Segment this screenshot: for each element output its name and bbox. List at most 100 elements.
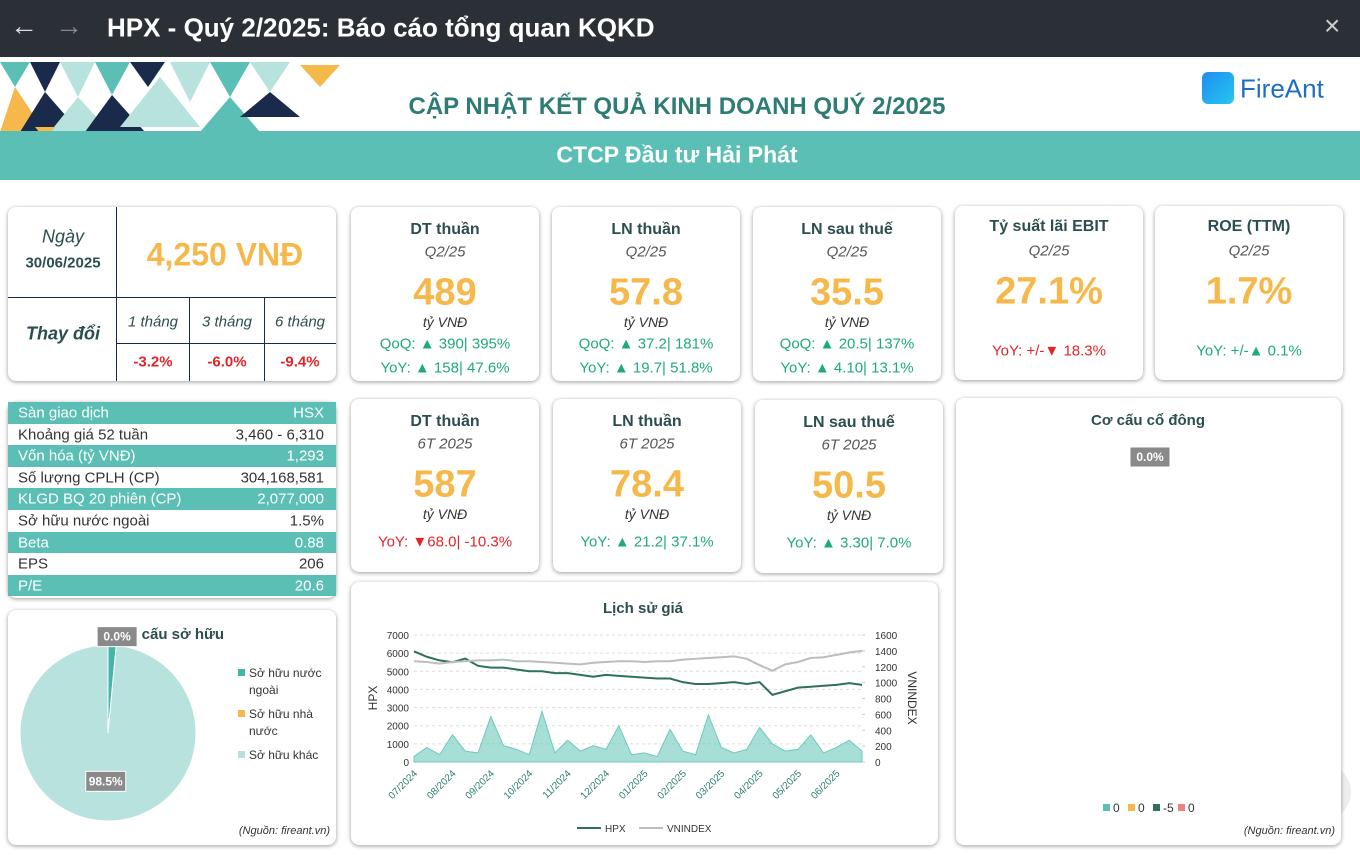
kpi-period: Q2/25 [625,243,667,261]
row-value: 304,168,581 [240,469,324,487]
divider [8,297,336,298]
y2-tick-label: 1400 [875,647,898,658]
legend-swatch [238,751,245,758]
legend-swatch [1103,804,1110,811]
legend-label: 0 [1138,801,1145,815]
kpi-change: YoY: ▼68.0| -10.3% [377,533,513,551]
data-label: 0.0% [103,630,131,644]
x-tick-label: 07/2024 [387,768,421,802]
kpi-value: 35.5 [810,271,884,314]
x-tick-label: 11/2024 [541,768,574,801]
kpi-value: 1.7% [1205,270,1293,313]
kpi-value: 50.5 [812,464,886,507]
period-label: 6 tháng [274,313,326,331]
legend-label: 0 [1113,801,1120,815]
kpi-period: 6T 2025 [821,436,877,454]
kpi-change: YoY: ▲ 21.2| 37.1% [580,533,714,551]
row-label: P/E [18,577,43,595]
row-label: Sở hữu nước ngoài [18,512,150,530]
x-tick-label: 03/2025 [694,768,728,802]
x-tick-label: 09/2024 [464,768,498,802]
legend-swatch [238,669,245,676]
x-tick-label: 02/2025 [656,768,690,802]
card [351,207,539,381]
kpi-value: 78.4 [610,463,684,506]
y-tick-label: 1000 [387,740,410,751]
header-band [0,131,1360,180]
legend-label: Sở hữu nhà nước [249,707,313,738]
row-label: EPS [18,555,49,573]
x-tick-label: 10/2024 [502,768,536,802]
kpi-change: YoY: +/-▼ 18.3% [992,342,1106,360]
divider [189,297,190,381]
legend-label: 0 [1188,801,1195,815]
card [753,207,941,381]
y-tick-label: 6000 [387,649,410,660]
row-label: Sàn giao dịch [18,404,109,422]
logo-icon [1202,72,1234,104]
row-value: 1.5% [289,512,324,530]
kpi-title: LN thuần [612,413,682,430]
row-band [8,488,336,510]
kpi-unit: tỷ VNĐ [824,314,870,330]
y2-tick-label: 1000 [875,679,898,690]
company-name: CTCP Đầu tư Hải Phát [556,141,798,168]
x-tick-label: 06/2025 [809,768,843,802]
data-label: 98.5% [89,774,123,788]
row-band [8,445,336,467]
change-value: -6.0% [207,353,247,371]
y2-tick-label: 200 [875,742,892,753]
kpi-value: 27.1% [995,270,1103,313]
row-value: 2,077,000 [257,490,324,508]
y-tick-label: 5000 [387,667,410,678]
y-tick-label: 4000 [387,685,410,696]
x-tick-label: 08/2024 [425,768,459,802]
kpi-change: YoY: +/-▲ 0.1% [1196,342,1302,360]
divider [264,297,265,381]
y2-tick-label: 800 [875,695,892,706]
kpi-unit: tỷ VNĐ [826,507,872,523]
card [956,398,1341,845]
kpi-change: YoY: ▲ 158| 47.6% [380,359,510,377]
kpi-unit: tỷ VNĐ [623,314,669,330]
x-tick-label: 05/2025 [771,768,805,802]
volume-area [413,709,863,763]
kpi-title: DT thuần [410,221,480,238]
window-title: HPX - Quý 2/2025: Báo cáo tổng quan KQKD [107,12,655,43]
row-band [8,402,336,424]
row-value: 3,460 - 6,310 [235,426,324,444]
row-label: Vốn hóa (tỷ VNĐ) [18,447,136,465]
source-note: (Nguồn: fireant.vn) [238,825,330,837]
price-line [413,649,863,672]
kpi-unit: tỷ VNĐ [422,314,468,330]
logo-text: FireAnt [1240,73,1324,104]
data-label-box [85,770,127,792]
row-label: Số lượng CPLH (CP) [18,469,160,487]
change-label: Thay đổi [25,323,101,344]
row-value: 206 [298,555,324,573]
kpi-title: LN sau thuế [801,221,893,238]
kpi-period: Q2/25 [1228,242,1270,260]
close-button[interactable]: × [1324,10,1341,41]
card [955,206,1143,380]
kpi-value: 587 [413,463,477,506]
back-button[interactable]: ← [10,10,38,41]
source-note: (Nguồn: fireant.vn) [1243,825,1335,837]
card [553,399,741,572]
kpi-title: Tỷ suất lãi EBIT [989,218,1109,235]
period-label: 1 tháng [127,313,179,331]
y2-tick-label: 1600 [875,631,898,642]
kpi-change: YoY: ▲ 4.10| 13.1% [780,359,914,377]
data-label-box [1129,446,1171,468]
chart-title: Lịch sử giá [603,600,684,617]
data-label: 0.0% [1136,450,1164,464]
y-axis-label: HPX [366,686,380,711]
forward-button[interactable]: → [55,10,83,41]
date-label: Ngày [41,226,85,247]
y-tick-label: 7000 [387,631,410,642]
y2-tick-label: 1200 [875,663,898,674]
kpi-period: Q2/25 [826,243,868,261]
legend-label: Sở hữu nước ngoài [249,666,322,697]
